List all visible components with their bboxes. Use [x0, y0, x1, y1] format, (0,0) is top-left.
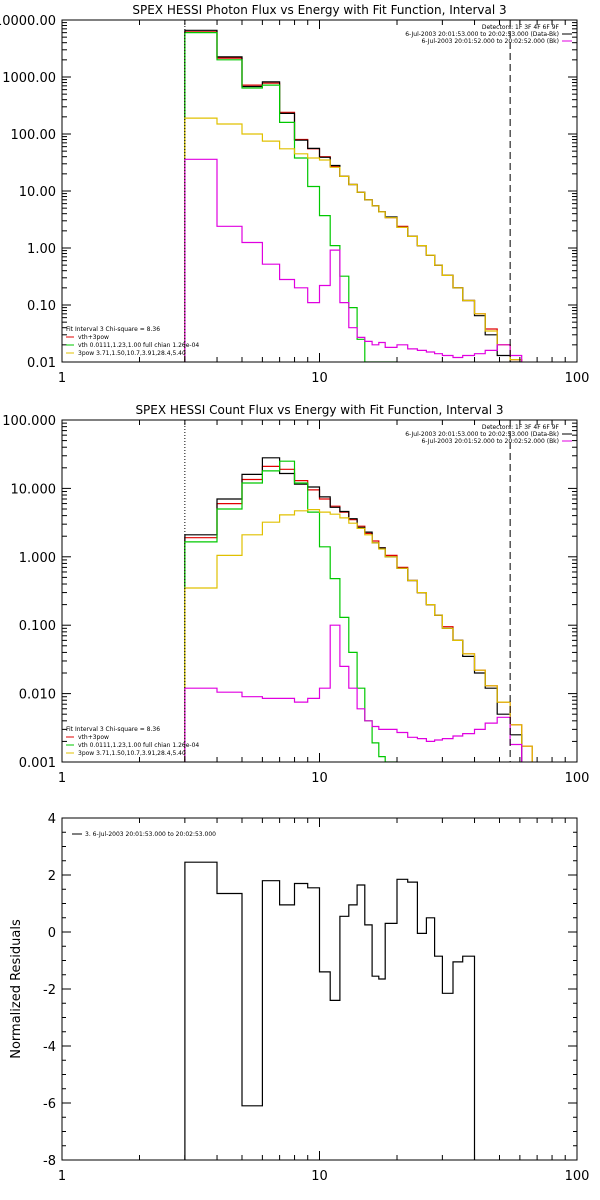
y-tick-label: 10.000 [11, 482, 57, 497]
x-tick-label: 1 [58, 771, 66, 786]
chart-title: SPEX HESSI Count Flux vs Energy with Fit… [135, 403, 503, 417]
series-group [184, 861, 476, 1160]
y-tick-label: 0 [48, 926, 56, 941]
y-tick-label: 0.010 [19, 688, 56, 703]
y-tick-label: 0.100 [19, 619, 56, 634]
series-vth-3pow-line [184, 465, 533, 762]
series-3pow-line [184, 509, 533, 762]
legend-left-entry: Fit Interval 3 Chi-square = 8.36 [66, 726, 160, 733]
series-3pow-line [184, 117, 523, 362]
y-tick-label: 100.00 [11, 128, 57, 143]
x-tick-label: 1 [58, 1169, 66, 1184]
y-tick-label: 0.001 [19, 756, 56, 771]
series-bk-line [184, 158, 523, 362]
x-tick-label: 100 [565, 1169, 590, 1184]
x-tick-label: 10 [311, 371, 328, 386]
y-tick-label: 100.000 [2, 414, 56, 429]
series-bk-line [184, 624, 523, 762]
legend-left-entry: vth+3pow [78, 734, 109, 741]
series-vth-3pow-line [184, 31, 523, 362]
legend-top-entry: 3. 6-Jul-2003 20:01:53.000 to 20:02:53.0… [85, 831, 216, 838]
y-tick-label: 10000.00 [0, 14, 56, 29]
legend-left-entry: vth 0.0111,1.23,1.00 full chian 1.26e-04 [78, 742, 199, 749]
chart-title: SPEX HESSI Photon Flux vs Energy with Fi… [132, 3, 506, 17]
legend-left-entry: 3pow 3.71,1.50,10.7,3.91,28.4,5.40 [78, 350, 186, 357]
y-tick-label: 0.01 [27, 356, 56, 371]
chart-panel-1: SPEX HESSI Photon Flux vs Energy with Fi… [0, 3, 589, 386]
y-tick-label: -4 [43, 1040, 56, 1055]
y-tick-label: 1.000 [19, 551, 56, 566]
y-tick-label: -6 [43, 1097, 56, 1112]
legend-right-entry: 6-Jul-2003 20:01:53.000 to 20:02:53.000 … [405, 31, 559, 38]
series-vth-line [184, 32, 397, 362]
series-total-line [184, 29, 522, 362]
chart-panel-3: Normalized Residuals 1 10 100 4 2 0 -2 -4 -6 -8 3. … [9, 812, 589, 1184]
plot-frame [61, 817, 578, 1161]
y-tick-label: 1000.00 [2, 71, 56, 86]
y-tick-label: 1.00 [27, 242, 56, 257]
legend-left-entry: Fit Interval 3 Chi-square = 8.36 [66, 326, 160, 333]
y-tick-label: -2 [43, 983, 56, 998]
y-tick-label: 0.10 [27, 299, 56, 314]
legend-left-entry: 3pow 3.71,1.50,10.7,3.91,28.4,5.40 [78, 750, 186, 757]
legend-right-entry: Detectors: 1F 3F 4F 6F 9F [482, 24, 560, 31]
y-tick-label: 2 [48, 869, 56, 884]
x-tick-label: 10 [311, 1169, 328, 1184]
chart-panel-2: SPEX HESSI Count Flux vs Energy with Fit… [2, 403, 589, 786]
legend-right-entry: 6-Jul-2003 20:01:53.000 to 20:02:53.000 … [405, 431, 559, 438]
y-axis-label: Normalized Residuals [9, 919, 24, 1059]
x-tick-label: 100 [565, 771, 590, 786]
legend-right-entry: Detectors: 1F 3F 4F 6F 9F [482, 424, 560, 431]
x-tick-label: 10 [311, 771, 328, 786]
series-total-line [184, 861, 476, 1160]
x-tick-label: 1 [58, 371, 66, 386]
y-tick-label: 10.00 [19, 185, 56, 200]
legend-left-entry: vth+3pow [78, 334, 109, 341]
plot-frame [61, 419, 578, 763]
y-tick-label: 4 [48, 812, 56, 827]
legend-right-entry: 6-Jul-2003 20:01:52.000 to 20:02:52.000 … [421, 438, 559, 445]
y-tick-label: -8 [43, 1154, 56, 1169]
series-group [184, 457, 533, 762]
x-tick-label: 100 [565, 371, 590, 386]
series-group [184, 29, 523, 362]
series-vth-line [184, 460, 397, 762]
legend-right-entry: 6-Jul-2003 20:01:52.000 to 20:02:52.000 … [421, 38, 559, 45]
legend-left-entry: vth 0.0111,1.23,1.00 full chian 1.26e-04 [78, 342, 199, 349]
